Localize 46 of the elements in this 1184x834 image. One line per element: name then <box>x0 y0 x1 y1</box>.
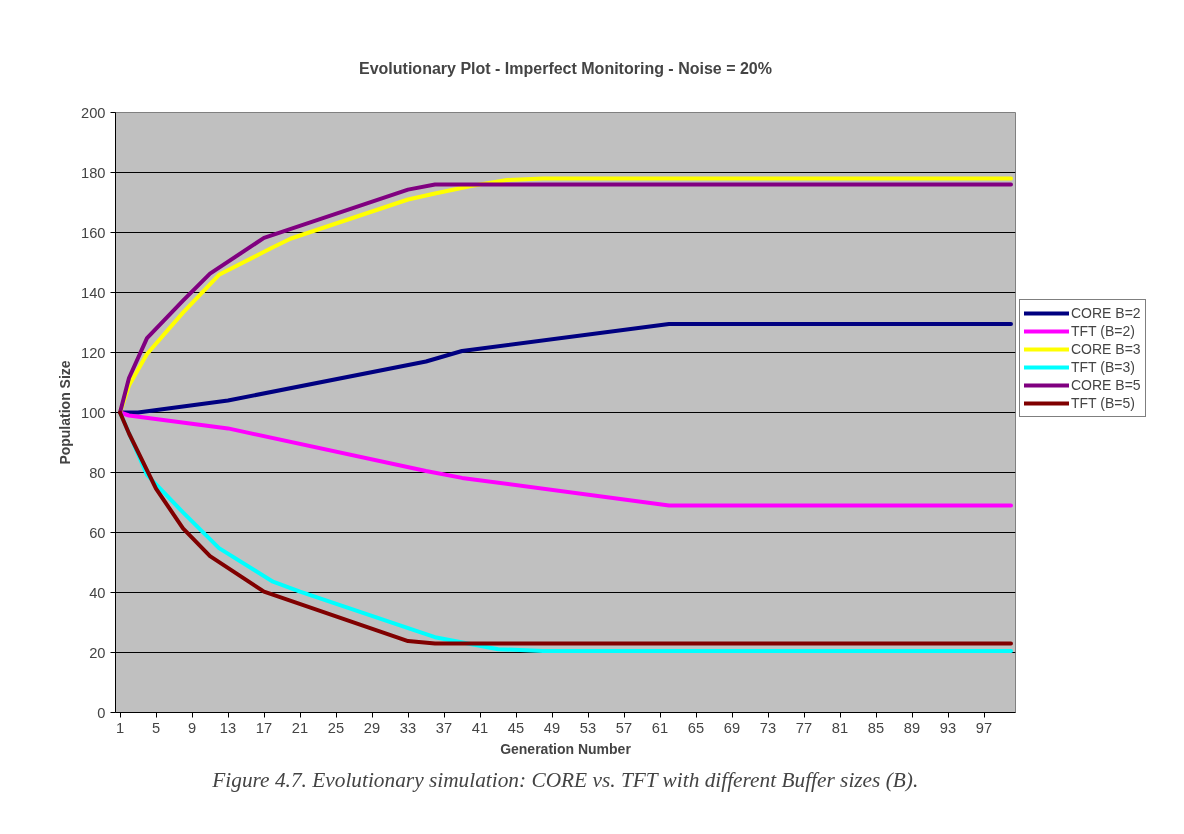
x-tick-label: 37 <box>435 719 453 736</box>
x-tick-label: 41 <box>471 719 489 736</box>
y-axis-title: Population Size <box>57 360 74 465</box>
legend-label: TFT (B=5) <box>1071 394 1135 412</box>
legend-label: TFT (B=2) <box>1071 322 1135 340</box>
x-tick-label: 53 <box>579 719 597 736</box>
legend-label: TFT (B=3) <box>1071 358 1135 376</box>
x-tick-label: 29 <box>363 719 381 736</box>
legend-label: CORE B=3 <box>1071 340 1141 358</box>
y-tick-label: 80 <box>89 464 106 481</box>
x-tick-label: 49 <box>543 719 561 736</box>
x-tick-label: 5 <box>151 719 161 736</box>
x-tick-label: 25 <box>327 719 345 736</box>
y-tick-label: 180 <box>81 164 106 181</box>
x-tick-label: 69 <box>723 719 741 736</box>
y-tick-label: 160 <box>81 224 106 241</box>
x-tick-label: 21 <box>291 719 309 736</box>
x-tick-label: 9 <box>187 719 197 736</box>
x-tick-label: 1 <box>115 719 125 736</box>
chart-title: Evolutionary Plot - Imperfect Monitoring - Noise = 20% <box>359 59 772 77</box>
y-tick-label: 140 <box>81 284 106 301</box>
caption: Figure 4.7. Evolutionary simulation: CORE vs. TFT with different Buffer sizes (B). <box>211 767 919 792</box>
x-tick-label: 17 <box>255 719 273 736</box>
x-tick-label: 77 <box>795 719 813 736</box>
x-tick-label: 45 <box>507 719 525 736</box>
x-tick-label: 65 <box>687 719 705 736</box>
y-tick-label: 100 <box>81 404 106 421</box>
x-tick-label: 89 <box>903 719 921 736</box>
legend-label: CORE B=2 <box>1071 304 1141 322</box>
x-tick-label: 33 <box>399 719 417 736</box>
y-tick-label: 20 <box>89 644 106 661</box>
x-tick-label: 13 <box>219 719 237 736</box>
x-tick-label: 81 <box>831 719 849 736</box>
x-tick-label: 93 <box>939 719 957 736</box>
y-tick-label: 60 <box>89 524 106 541</box>
x-tick-label: 61 <box>651 719 669 736</box>
x-axis-title: Generation Number <box>500 740 632 757</box>
legend-label: CORE B=5 <box>1071 376 1141 394</box>
y-tick-label: 40 <box>89 584 106 601</box>
x-tick-label: 73 <box>759 719 777 736</box>
x-tick-label: 97 <box>975 719 993 736</box>
y-tick-label: 120 <box>81 344 106 361</box>
y-tick-label: 0 <box>97 704 106 721</box>
x-tick-label: 57 <box>615 719 633 736</box>
x-tick-label: 85 <box>867 719 885 736</box>
y-tick-label: 200 <box>81 104 106 121</box>
